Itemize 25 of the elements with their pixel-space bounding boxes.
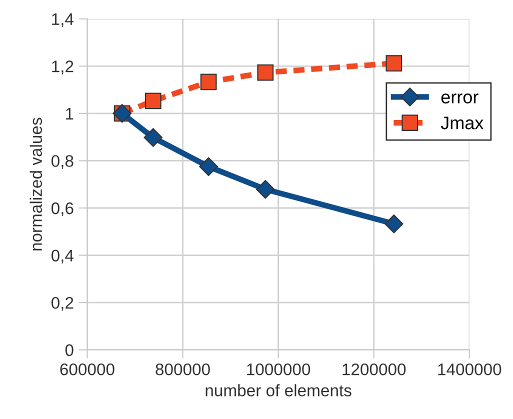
x-tick-label: 1000000 xyxy=(247,364,310,376)
point xyxy=(257,64,274,81)
x-tick-label: 1400000 xyxy=(438,364,502,376)
y-tick-label: 1 xyxy=(66,108,74,120)
point xyxy=(386,55,402,72)
y-axis-title: normalized values xyxy=(30,118,42,250)
point xyxy=(144,92,162,110)
point xyxy=(144,128,163,147)
y-tick-label: 1,2 xyxy=(52,60,74,74)
x-tick-label: 600000 xyxy=(60,364,114,376)
y-tick-label: 0 xyxy=(65,344,74,356)
x-axis-title: number of elements xyxy=(206,384,352,396)
y-tick-label: 0,2 xyxy=(52,296,74,311)
point xyxy=(199,157,218,176)
point xyxy=(384,214,404,234)
point xyxy=(256,180,275,199)
x-tick-label: 800000 xyxy=(156,364,210,376)
y-tick-label: 0,4 xyxy=(52,250,74,264)
y-tick-label: 1,4 xyxy=(52,13,74,28)
y-tick-label: 0,6 xyxy=(52,202,74,216)
y-tick-label: 0,8 xyxy=(52,155,74,169)
legend-label: error xyxy=(441,94,478,104)
x-tick-label: 1200000 xyxy=(342,364,406,376)
legend-label: Jmax xyxy=(440,116,484,130)
point xyxy=(200,74,217,90)
